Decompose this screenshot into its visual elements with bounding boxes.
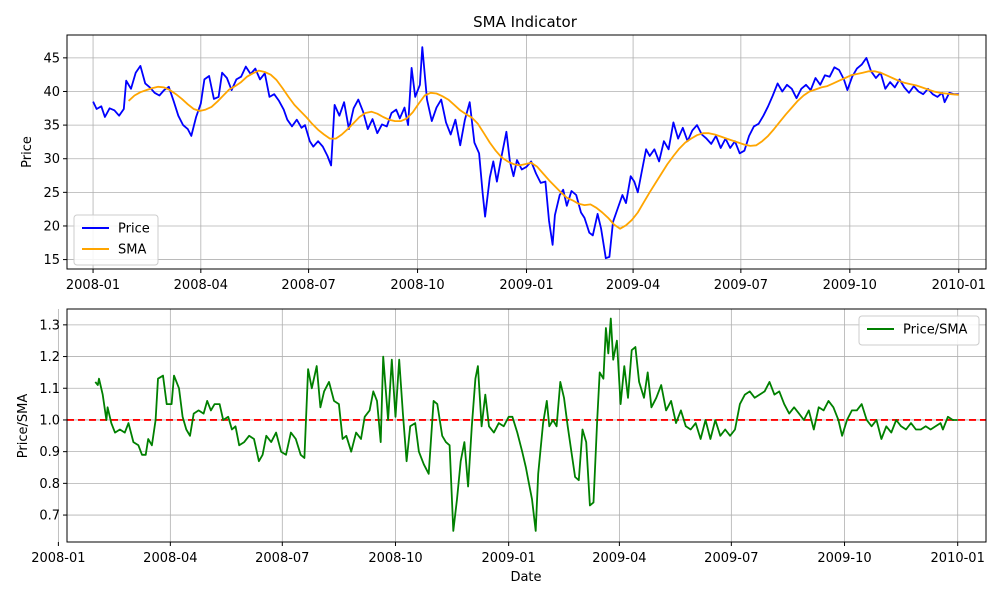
x-tick-label: 2009-01 — [499, 278, 553, 293]
x-tick-label: 2008-07 — [281, 278, 335, 293]
y-tick-label: 1.1 — [39, 382, 60, 397]
y-tick-label: 0.9 — [39, 445, 60, 460]
y-tick-label: 1.2 — [39, 350, 60, 365]
x-tick-label: 2009-07 — [704, 551, 758, 566]
x-tick-label: 2009-10 — [817, 551, 871, 566]
legend-label-price-sma: Price/SMA — [903, 323, 968, 338]
legend-label-sma: SMA — [118, 243, 146, 258]
x-tick-label: 2008-01 — [66, 278, 120, 293]
x-tick-label: 2009-07 — [714, 278, 768, 293]
price-sma-series-line — [94, 317, 958, 532]
ratio-y-ticks: 0.7 0.8 0.9 1.0 1.1 1.2 1.3 — [39, 318, 67, 524]
price-series-line — [92, 46, 959, 260]
y-tick-label: 0.7 — [39, 509, 60, 524]
price-series-lines — [92, 46, 959, 260]
y-tick-label: 35 — [43, 119, 60, 134]
y-tick-label: 25 — [43, 186, 60, 201]
legend-box — [858, 315, 980, 346]
y-tick-label: 45 — [43, 51, 60, 66]
x-tick-label: 2008-01 — [31, 551, 85, 566]
price-y-ticks: 15 20 25 30 35 40 45 — [43, 51, 67, 268]
price-y-axis-label: Price — [20, 136, 35, 168]
ratio-series-lines — [94, 317, 958, 532]
ratio-y-axis-label: Price/SMA — [16, 394, 31, 459]
x-tick-label: 2010-01 — [932, 278, 986, 293]
x-tick-label: 2009-01 — [481, 551, 535, 566]
y-tick-label: 40 — [43, 85, 60, 100]
y-tick-label: 0.8 — [39, 477, 60, 492]
x-tick-label: 2008-10 — [390, 278, 444, 293]
x-tick-label: 2008-04 — [174, 278, 228, 293]
price-x-ticks: 2008-01 2008-04 2008-07 2008-10 2009-01 2009-… — [66, 269, 986, 293]
y-tick-label: 15 — [43, 253, 60, 268]
x-tick-label: 2010-01 — [931, 551, 985, 566]
sma-series-line — [127, 69, 959, 230]
price-legend: Price SMA — [73, 214, 159, 266]
ratio-panel: 0.70.80.91.01.11.21.3 2008-01 2008-04 2008… — [16, 308, 987, 585]
ratio-x-ticks: 2008-01 2008-04 2008-07 2008-10 2009-01 2009-… — [31, 542, 985, 566]
x-tick-label: 2008-07 — [255, 551, 309, 566]
legend-label-price: Price — [118, 222, 150, 237]
x-tick-label: 2009-04 — [592, 551, 646, 566]
y-tick-label: 1.0 — [39, 413, 60, 428]
x-tick-label: 2009-04 — [606, 278, 660, 293]
ratio-x-axis-label: Date — [510, 570, 541, 585]
y-tick-label: 30 — [43, 152, 60, 167]
ratio-grid — [57, 309, 986, 542]
ratio-axes-frame — [66, 308, 987, 543]
y-tick-label: 1.3 — [39, 318, 60, 333]
chart-title: SMA Indicator — [473, 13, 578, 31]
x-tick-label: 2009-10 — [823, 278, 877, 293]
y-tick-label: 20 — [43, 219, 60, 234]
ratio-legend: Price/SMA — [858, 315, 980, 346]
x-tick-label: 2008-10 — [368, 551, 422, 566]
x-tick-label: 2008-04 — [143, 551, 197, 566]
